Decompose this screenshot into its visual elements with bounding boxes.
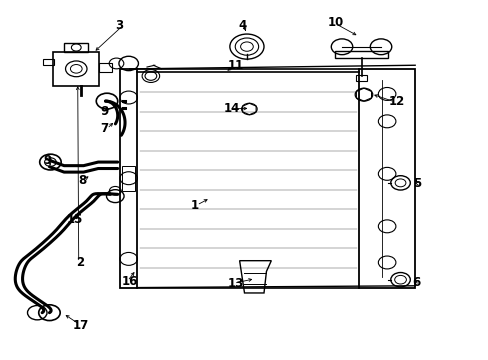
Text: 6: 6 [412, 276, 420, 289]
Bar [334, 50, 387, 58]
Text: 4: 4 [238, 19, 246, 32]
Text: 13: 13 [227, 278, 243, 291]
Text: 16: 16 [122, 275, 138, 288]
Bar [53, 52, 99, 86]
Text: 9: 9 [43, 154, 52, 167]
Bar [358, 69, 414, 288]
Text: 14: 14 [223, 102, 240, 115]
Bar [64, 43, 88, 52]
Text: 11: 11 [227, 59, 243, 72]
Bar [122, 166, 135, 191]
Text: 1: 1 [190, 199, 199, 212]
Text: 2: 2 [76, 256, 84, 269]
Text: 7: 7 [101, 122, 108, 135]
Text: 10: 10 [327, 16, 343, 29]
Text: 8: 8 [79, 174, 87, 186]
Text: 5: 5 [412, 177, 420, 190]
Text: 12: 12 [387, 95, 404, 108]
Bar [99, 63, 111, 72]
Bar [120, 69, 137, 288]
Text: 9: 9 [101, 105, 109, 118]
Bar [43, 59, 54, 65]
Bar [355, 75, 366, 81]
Text: 17: 17 [73, 319, 89, 332]
Text: 15: 15 [66, 213, 83, 226]
Text: 3: 3 [115, 19, 123, 32]
